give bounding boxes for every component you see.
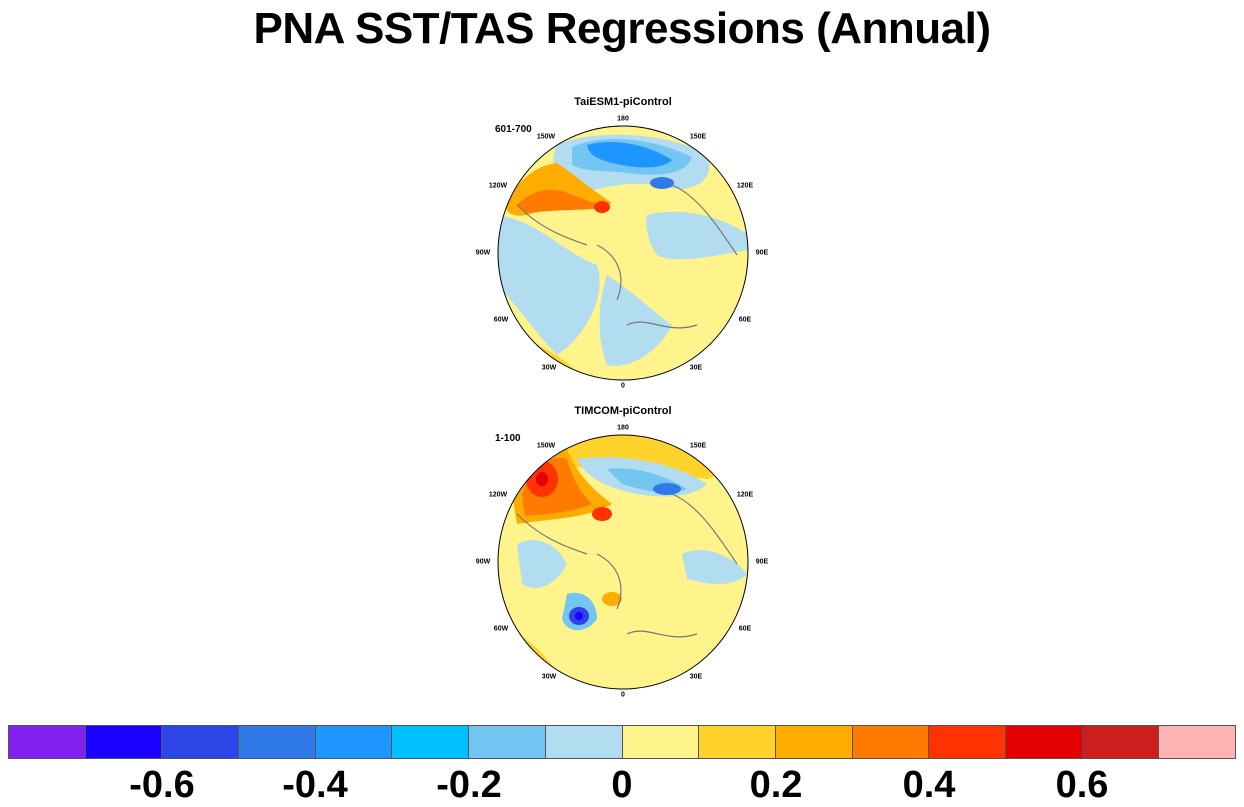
anomaly-region-positive (594, 201, 610, 213)
panel-title-taiesm1: TaiESM1-piControl (574, 96, 672, 108)
colorbar-box (1158, 725, 1236, 759)
anomaly-region-negative (587, 141, 672, 168)
lon-label: 0 (621, 691, 625, 699)
panel-years-taiesm1: 601-700 (495, 124, 532, 135)
lon-label: 150W (536, 133, 556, 141)
lon-label: 150E (689, 442, 707, 450)
colorbar-box (698, 725, 775, 759)
anomaly-region-negative (646, 211, 748, 260)
lon-label: 30E (689, 673, 703, 681)
lon-label: 30W (541, 673, 557, 681)
panel-years-timcom: 1-100 (495, 433, 521, 444)
lon-label: 120W (488, 491, 508, 499)
lon-label: 180 (617, 424, 629, 432)
colorbar-label: 0.6 (1055, 764, 1109, 806)
colorbar-box (1081, 725, 1159, 759)
colorbar-box (8, 725, 85, 759)
anomaly-region-negative (498, 215, 600, 355)
anomaly-region-negative (575, 612, 583, 620)
colorbar-box (391, 725, 469, 759)
lon-label: 120E (736, 182, 754, 190)
colorbar-box (621, 725, 699, 759)
lon-label: 0 (621, 382, 625, 390)
lon-label: 30E (689, 364, 703, 372)
anomaly-region-positive (536, 472, 548, 486)
colorbar-box (238, 725, 315, 759)
lon-label: 90W (475, 249, 491, 257)
anomaly-region-negative (653, 483, 681, 495)
lon-label: 120W (488, 182, 508, 190)
panel-title-timcom: TIMCOM-piControl (574, 405, 672, 417)
colorbar-label: 0.2 (749, 764, 803, 806)
colorbar-box (314, 725, 392, 759)
colorbar (8, 725, 1236, 759)
colorbar-box (1004, 725, 1082, 759)
colorbar-box (928, 725, 1005, 759)
anomaly-region-negative (682, 550, 747, 584)
colorbar-box (774, 725, 852, 759)
colorbar-box (468, 725, 545, 759)
coastline (516, 184, 738, 329)
lon-label: 90E (755, 249, 769, 257)
lon-label: 60W (493, 625, 509, 633)
anomaly-region-positive (602, 592, 622, 606)
colorbar-box (161, 725, 239, 759)
lon-label: 60W (493, 316, 509, 324)
lon-label: 60E (738, 316, 752, 324)
colorbar-box (544, 725, 622, 759)
map-boundary (497, 434, 749, 690)
anomaly-region-positive (517, 189, 609, 213)
page-title: PNA SST/TAS Regressions (Annual) (253, 4, 991, 53)
colorbar-box (84, 725, 162, 759)
colorbar-label: -0.2 (436, 764, 502, 806)
polar-map-taiesm1 (497, 125, 749, 381)
lon-label: 60E (738, 625, 752, 633)
anomaly-region-negative (650, 177, 674, 189)
lon-label: 90E (755, 558, 769, 566)
polar-map-timcom (497, 434, 749, 690)
lon-label: 120E (736, 491, 754, 499)
map-boundary (497, 125, 749, 381)
colorbar-label: 0 (611, 764, 633, 806)
coastline (516, 493, 738, 638)
colorbar-box (851, 725, 929, 759)
colorbar-label: -0.6 (129, 764, 195, 806)
lon-label: 180 (617, 115, 629, 123)
lon-label: 30W (541, 364, 557, 372)
anomaly-region-positive (592, 507, 612, 521)
lon-label: 90W (475, 558, 491, 566)
colorbar-label: -0.4 (282, 764, 348, 806)
lon-label: 150W (536, 442, 556, 450)
lon-label: 150E (689, 133, 707, 141)
colorbar-label: 0.4 (902, 764, 956, 806)
anomaly-region-negative (517, 540, 567, 588)
